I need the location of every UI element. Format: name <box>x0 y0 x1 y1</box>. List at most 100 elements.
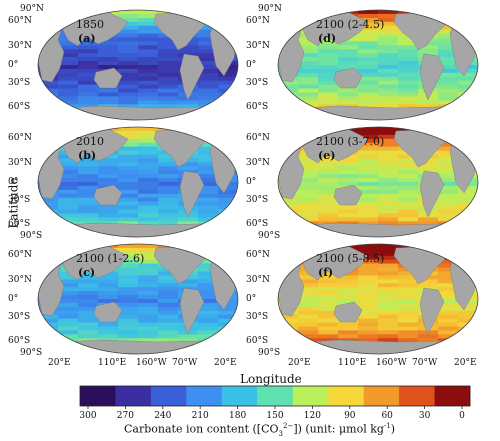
panel-letter-label: (c) <box>78 266 96 279</box>
longitude-tick-label: 20°E <box>48 358 71 368</box>
latitude-tick-label: 60°S <box>8 102 31 112</box>
continent-antarctica <box>278 105 478 120</box>
panel-year-label: 2100 (5-8.5) <box>316 252 385 265</box>
latitude-tick-label: 0° <box>8 294 19 304</box>
map-outline <box>37 126 239 238</box>
latitude-tick-label: 90°S <box>258 231 281 241</box>
panel-year-label: 2100 (1-2.6) <box>76 252 145 265</box>
colorbar-tick-label: 150 <box>266 411 284 421</box>
colorbar-label-sub: 3 <box>278 429 283 438</box>
latitude-tick-label: 0° <box>8 60 19 70</box>
colorbar-label-post: ]) (unit: μmol kg <box>293 422 384 436</box>
continent-antarctica <box>278 222 478 237</box>
continent-south-america <box>179 287 205 335</box>
latitude-tick-label: 60°N <box>8 250 32 260</box>
colorbar-tick-label: 180 <box>229 411 247 421</box>
colorbar-swatch <box>292 386 329 406</box>
panel-letter-label: (f) <box>318 266 334 279</box>
continent-australia <box>333 67 363 89</box>
colorbar-tick-label: 30 <box>418 411 431 421</box>
continent-australia <box>93 184 123 206</box>
longitude-tick-label: 160°W <box>376 358 407 368</box>
latitude-tick-label: 60°S <box>246 219 269 229</box>
continent-antarctica <box>38 339 238 354</box>
colorbar-swatch <box>186 386 223 406</box>
latitude-tick-label: 30°S <box>8 195 31 205</box>
latitude-tick-label: 60°S <box>8 219 31 229</box>
continent-south-america <box>419 287 445 335</box>
map-outline <box>277 126 479 238</box>
latitude-tick-label: 60°N <box>246 16 270 26</box>
colorbar-tick-label: 270 <box>116 411 134 421</box>
map-panel <box>277 9 479 121</box>
colorbar-label-end: ) <box>390 422 396 436</box>
colorbar-swatch <box>363 386 400 406</box>
latitude-tick-label: 0° <box>246 294 257 304</box>
latitude-tick-label: 30°S <box>246 78 269 88</box>
longitude-tick-label: 160°W <box>136 358 167 368</box>
latitude-tick-label: 60°S <box>246 102 269 112</box>
latitude-tick-label: 60°N <box>246 133 270 143</box>
continent-antarctica <box>38 222 238 237</box>
continent-australia <box>93 301 123 323</box>
latitude-tick-label: 30°N <box>246 158 270 168</box>
colorbar-tick-label: 90 <box>344 411 356 421</box>
latitude-tick-label: 30°N <box>8 158 32 168</box>
colorbar-tick-label: 210 <box>191 411 209 421</box>
latitude-tick-label: 90°S <box>20 348 43 358</box>
map-outline <box>277 243 479 355</box>
colorbar-swatch <box>399 386 435 406</box>
colorbar-swatch <box>434 386 471 406</box>
colorbar-label-unit-sup: -1 <box>383 422 391 430</box>
latitude-tick-label: 60°S <box>246 336 269 346</box>
panel-letter-label: (e) <box>318 149 336 162</box>
longitude-tick-label: 20°E <box>454 358 477 368</box>
latitude-tick-label: 90°N <box>20 4 44 14</box>
latitude-tick-label: 30°N <box>246 275 270 285</box>
colorbar-tick-label: 60 <box>381 411 393 421</box>
panel-letter-label: (d) <box>318 32 337 45</box>
latitude-tick-label: 30°S <box>246 312 269 322</box>
latitude-tick-label: 30°N <box>8 275 32 285</box>
panel-year-label: 2100 (2-4.5) <box>316 18 385 31</box>
latitude-tick-label: 30°S <box>246 195 269 205</box>
latitude-tick-label: 30°S <box>8 312 31 322</box>
panel-year-label: 2100 (3-7.0) <box>316 135 385 148</box>
longitude-tick-label: 20°E <box>288 358 311 368</box>
colorbar-swatch <box>115 386 152 406</box>
panel-year-label: 2010 <box>76 135 104 148</box>
latitude-tick-label: 90°N <box>258 4 282 14</box>
continent-antarctica <box>38 105 238 120</box>
map-panel <box>37 126 239 238</box>
latitude-tick-label: 60°N <box>8 133 32 143</box>
latitude-tick-label: 60°N <box>246 250 270 260</box>
longitude-tick-label: 110°E <box>338 358 367 368</box>
x-axis-label: Longitude <box>240 372 302 386</box>
colorbar-swatch <box>257 386 294 406</box>
colorbar-label-pre: Carbonate ion content ([CO <box>124 422 279 436</box>
colorbar-tick-label: 120 <box>303 411 321 421</box>
longitude-tick-label: 70°W <box>172 358 198 368</box>
map-outline <box>277 9 479 121</box>
map-outline <box>37 9 239 121</box>
panel-year-label: 1850 <box>76 18 104 31</box>
colorbar-swatch <box>221 386 258 406</box>
continent-south-america <box>419 53 445 101</box>
longitude-tick-label: 20°E <box>214 358 237 368</box>
latitude-tick-label: 0° <box>246 60 257 70</box>
continent-australia <box>333 184 363 206</box>
continent-south-america <box>419 170 445 218</box>
colorbar-tick-label: 300 <box>79 411 97 421</box>
colorbar-tick-label: 240 <box>154 411 172 421</box>
latitude-tick-label: 0° <box>8 177 19 187</box>
latitude-tick-label: 30°S <box>8 78 31 88</box>
latitude-tick-label: 30°N <box>246 41 270 51</box>
latitude-tick-label: 60°S <box>8 336 31 346</box>
longitude-tick-label: 110°E <box>98 358 127 368</box>
latitude-tick-label: 90°S <box>20 231 43 241</box>
map-panel <box>277 243 479 355</box>
panel-letter-label: (b) <box>78 149 97 162</box>
continent-south-america <box>179 53 205 101</box>
latitude-tick-label: 30°N <box>8 41 32 51</box>
